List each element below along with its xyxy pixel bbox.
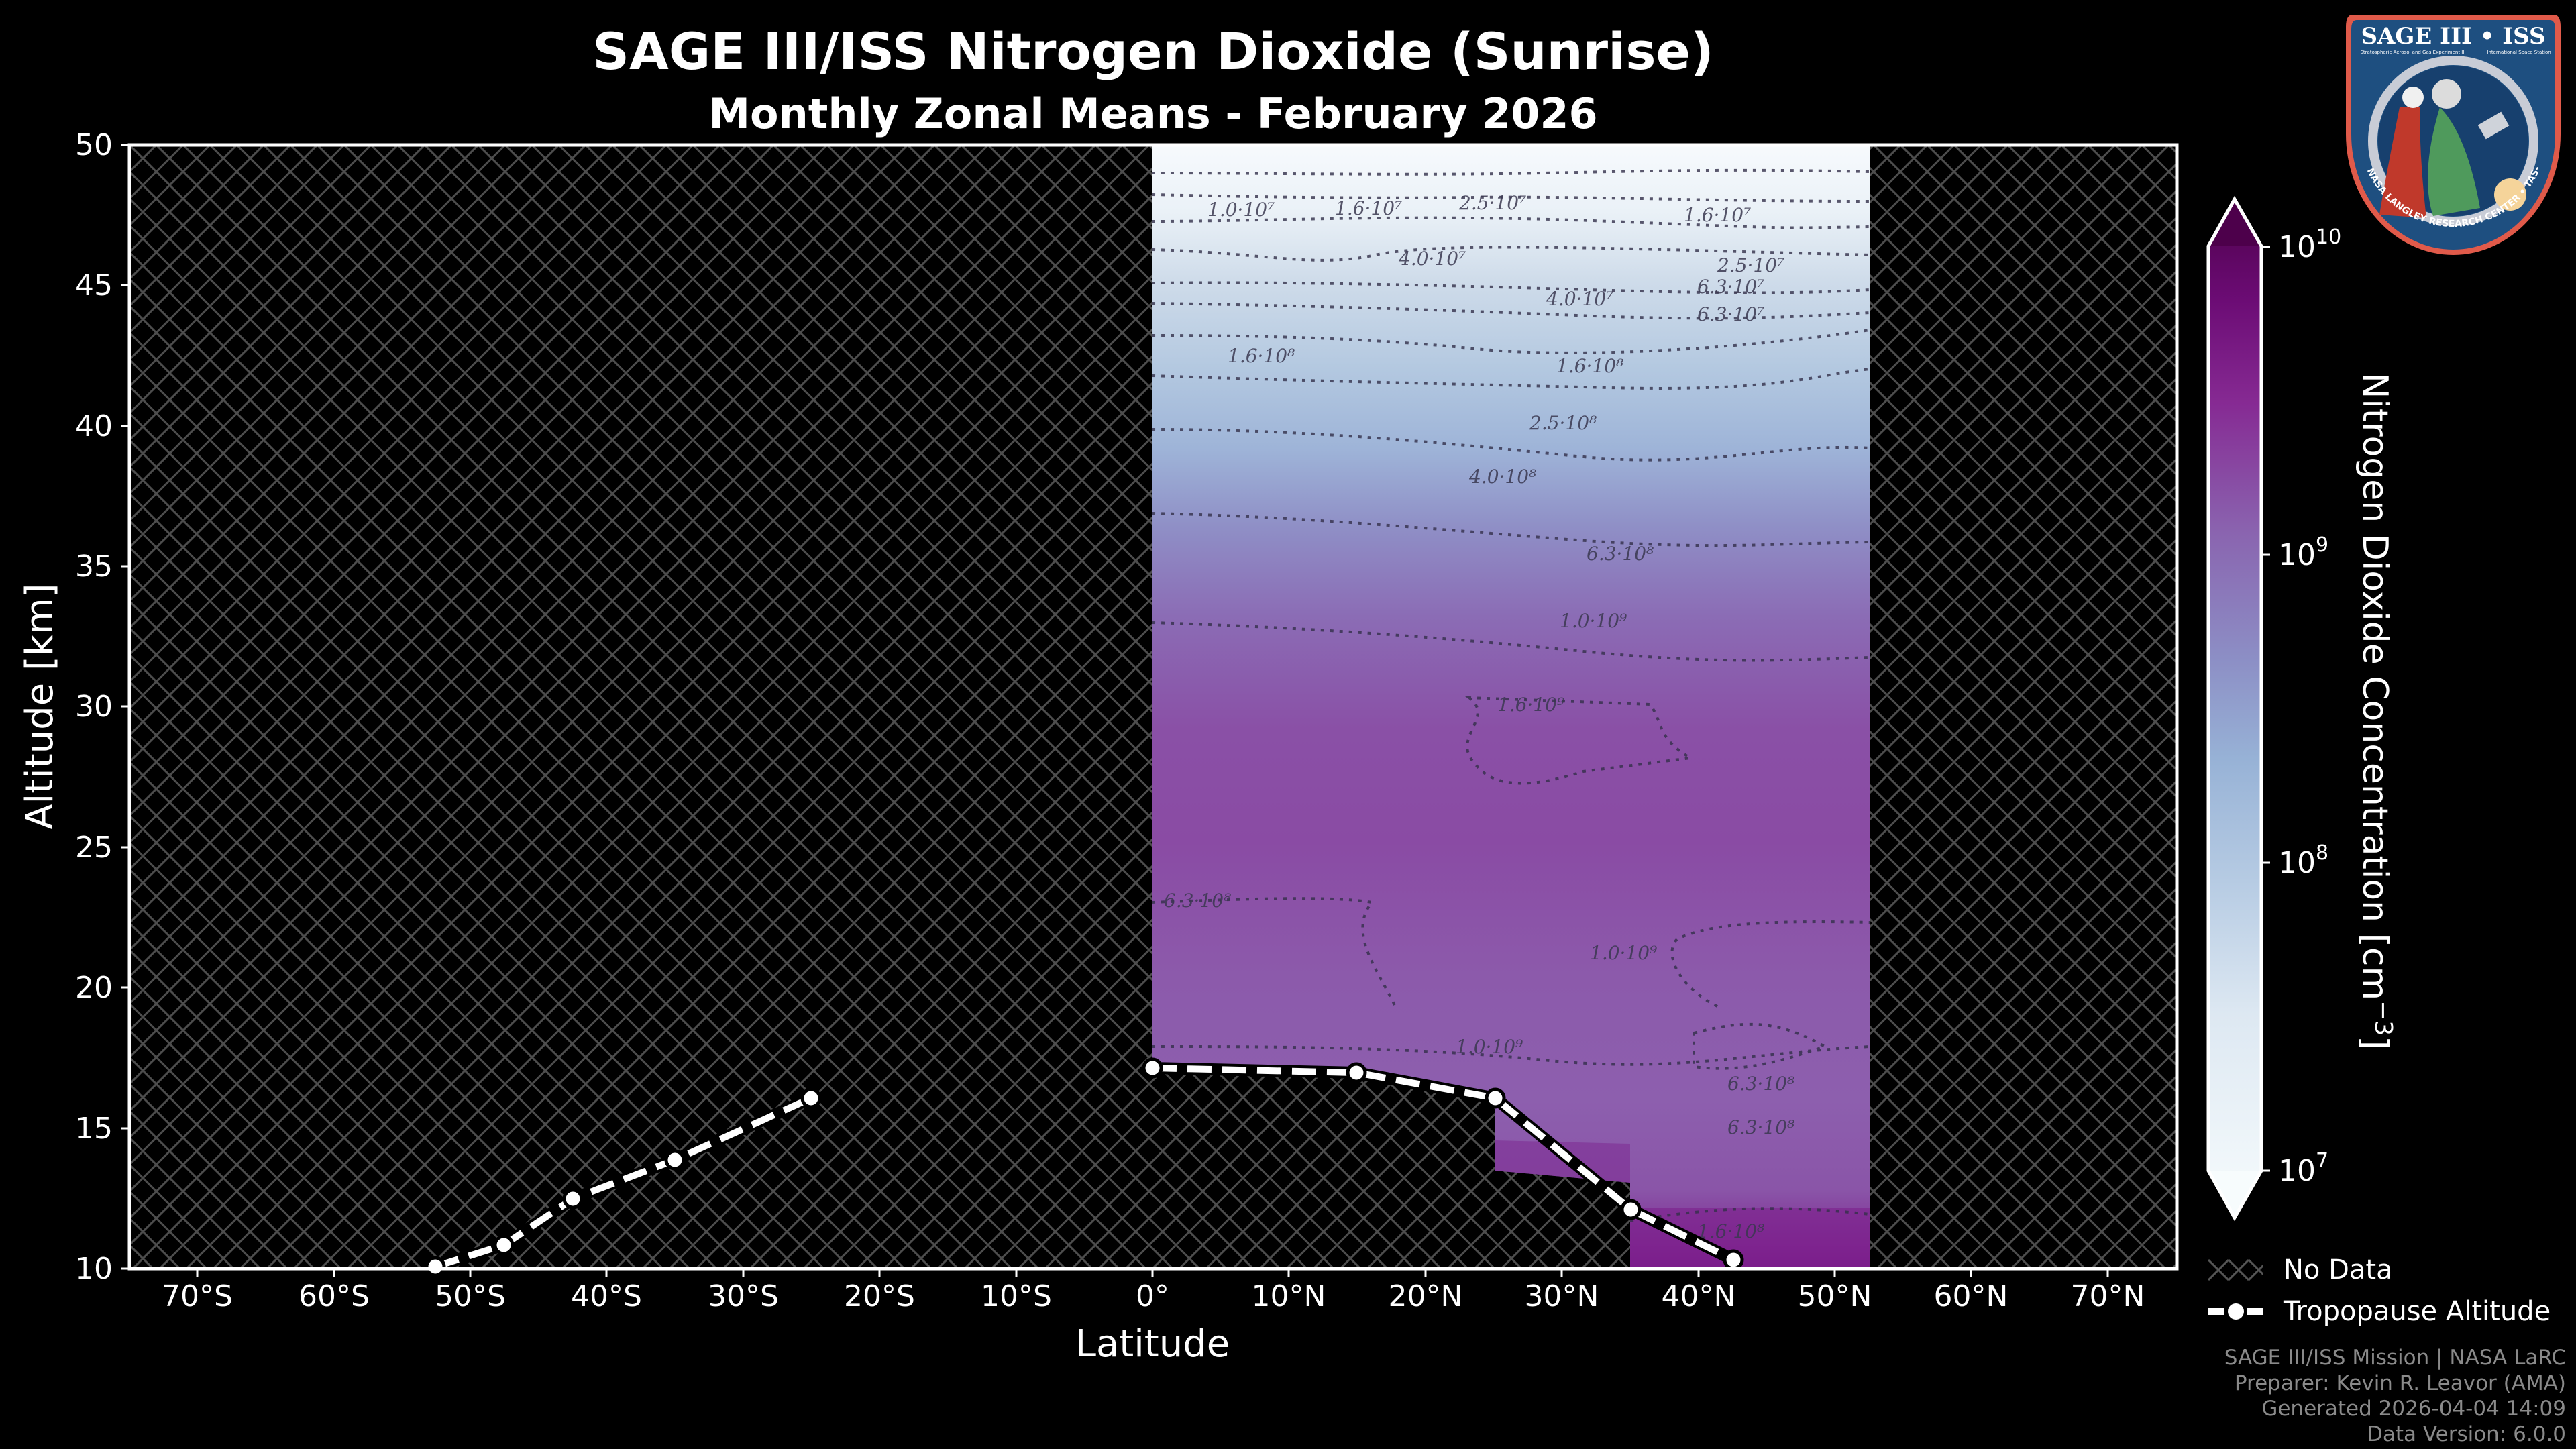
svg-text:6.3·10⁸: 6.3·10⁸ [1587,543,1654,565]
colorbar: 1010 109 108 107 Nitrogen Dioxide Concen… [2206,195,2397,1222]
svg-text:45: 45 [75,268,113,303]
legend-item-no-data: No Data [2208,1249,2551,1291]
svg-text:60°S: 60°S [299,1279,370,1313]
svg-text:20°N: 20°N [1389,1279,1463,1313]
svg-text:4.0·10⁷: 4.0·10⁷ [1398,248,1466,270]
svg-text:70°S: 70°S [162,1279,233,1313]
svg-text:1.6·10⁸: 1.6·10⁸ [1556,355,1624,377]
dashed-line-marker-icon [2208,1303,2263,1320]
footer-credits: SAGE III/ISS Mission | NASA LaRC Prepare… [2224,1345,2566,1447]
svg-text:35: 35 [75,549,113,584]
svg-text:1.0·10⁹: 1.0·10⁹ [1456,1036,1523,1058]
svg-text:1.6·10⁸: 1.6·10⁸ [1228,345,1295,367]
svg-text:6.3·10⁸: 6.3·10⁸ [1164,890,1232,912]
y-tick-labels: 10 15 20 25 30 35 40 45 50 [75,128,113,1286]
svg-text:6.3·10⁸: 6.3·10⁸ [1727,1116,1795,1138]
footer-generated: Generated 2026-04-04 14:09 [2261,1397,2566,1421]
svg-text:40°S: 40°S [571,1279,642,1313]
svg-text:30°S: 30°S [708,1279,779,1313]
svg-text:40: 40 [75,409,113,443]
svg-text:30: 30 [75,690,113,724]
chart-subtitle: Monthly Zonal Means - February 2026 [708,89,1598,138]
cbar-tick-1e7: 107 [2278,1149,2328,1188]
svg-text:1.6·10⁷: 1.6·10⁷ [1335,197,1402,219]
logo-title: SAGE III • ISS [2361,23,2545,50]
svg-text:4.0·10⁸: 4.0·10⁸ [1468,466,1537,488]
svg-text:25: 25 [75,830,113,865]
x-ticks [196,1269,2109,1277]
svg-text:50°S: 50°S [435,1279,506,1313]
legend: No Data Tropopause Altitude [2208,1249,2551,1332]
concentration-field: 1.0·10⁷ 1.6·10⁷ 2.5·10⁷ 4.0·10⁷ 4.0·10⁷ … [1151,145,1870,1269]
y-ticks [121,144,129,1270]
svg-text:15: 15 [75,1112,113,1146]
svg-text:1.6·10⁹: 1.6·10⁹ [1497,694,1565,716]
cbar-tick-1e9: 109 [2278,533,2328,572]
svg-text:70°N: 70°N [2071,1279,2145,1313]
hatch-swatch-icon [2208,1256,2263,1283]
svg-text:6.3·10⁷: 6.3·10⁷ [1697,276,1764,298]
svg-text:2.5·10⁸: 2.5·10⁸ [1529,412,1597,434]
footer-data-version: Data Version: 6.0.0 [2366,1422,2566,1446]
svg-text:30°N: 30°N [1525,1279,1599,1313]
colorbar-label: Nitrogen Dioxide Concentration [cm−3] [2355,372,2397,1049]
legend-item-tropopause: Tropopause Altitude [2208,1291,2551,1332]
svg-text:50: 50 [75,128,113,162]
logo-subtitle-left: Stratospheric Aerosol and Gas Experiment… [2360,50,2465,55]
svg-text:10: 10 [75,1252,113,1286]
svg-text:20: 20 [75,971,113,1005]
cbar-tick-1e10: 1010 [2278,225,2341,264]
svg-text:1.6·10⁸: 1.6·10⁸ [1697,1220,1765,1242]
svg-text:50°N: 50°N [1798,1279,1872,1313]
svg-text:6.3·10⁷: 6.3·10⁷ [1697,303,1764,325]
x-axis-label: Latitude [1075,1322,1230,1366]
svg-text:1.6·10⁷: 1.6·10⁷ [1684,204,1751,226]
svg-text:10°N: 10°N [1252,1279,1326,1313]
svg-text:4.0·10⁷: 4.0·10⁷ [1546,288,1613,310]
tropopause-line [425,1057,1744,1277]
svg-text:2.5·10⁷: 2.5·10⁷ [1717,254,1784,276]
svg-text:40°N: 40°N [1662,1279,1736,1313]
svg-text:1.0·10⁷: 1.0·10⁷ [1208,199,1275,221]
svg-text:2.5·10⁷: 2.5·10⁷ [1458,192,1526,214]
chart-title: SAGE III/ISS Nitrogen Dioxide (Sunrise) [592,21,1714,81]
svg-text:1.0·10⁹: 1.0·10⁹ [1560,610,1627,632]
svg-text:10°S: 10°S [981,1279,1052,1313]
svg-text:1.0·10⁹: 1.0·10⁹ [1590,942,1658,964]
cbar-tick-1e8: 108 [2278,841,2328,880]
footer-preparer: Preparer: Kevin R. Leavor (AMA) [2234,1371,2566,1395]
svg-text:20°S: 20°S [844,1279,915,1313]
x-tick-labels: 70°S 60°S 50°S 40°S 30°S 20°S 10°S 0° 10… [162,1279,2145,1313]
svg-text:6.3·10⁸: 6.3·10⁸ [1727,1073,1795,1095]
svg-text:0°: 0° [1136,1279,1169,1313]
y-axis-label: Altitude [km] [18,583,62,829]
footer-mission: SAGE III/ISS Mission | NASA LaRC [2224,1346,2566,1370]
sage-iii-iss-mission-logo: SAGE III • ISS Stratospheric Aerosol and… [2336,0,2567,260]
logo-subtitle-right: International Space Station [2487,50,2551,55]
svg-text:60°N: 60°N [1934,1279,2008,1313]
